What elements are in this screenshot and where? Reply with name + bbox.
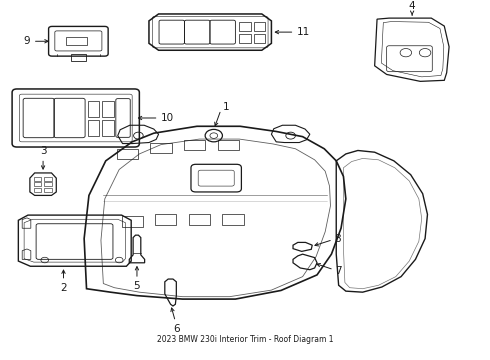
Text: 5: 5 — [134, 282, 140, 292]
Bar — [102, 120, 114, 136]
Bar — [189, 214, 210, 225]
Bar — [71, 54, 86, 61]
Bar — [34, 188, 41, 192]
Text: 2: 2 — [60, 283, 67, 293]
Text: 6: 6 — [173, 324, 180, 334]
Bar — [34, 182, 41, 186]
Text: 1: 1 — [222, 102, 229, 112]
Bar — [44, 177, 52, 181]
Text: 8: 8 — [334, 234, 341, 244]
Bar — [155, 214, 176, 225]
Bar — [88, 101, 99, 117]
Bar — [254, 22, 265, 31]
Bar — [122, 216, 143, 227]
Text: 3: 3 — [40, 147, 47, 156]
Bar — [102, 101, 114, 117]
Bar — [218, 140, 239, 150]
Text: 11: 11 — [296, 27, 310, 37]
Bar — [88, 120, 99, 136]
Bar — [34, 177, 41, 181]
Text: 2023 BMW 230i Interior Trim - Roof Diagram 1: 2023 BMW 230i Interior Trim - Roof Diagr… — [157, 335, 333, 344]
Text: 7: 7 — [335, 266, 342, 276]
Text: 9: 9 — [24, 36, 30, 46]
Bar — [44, 188, 52, 192]
Bar — [222, 214, 244, 225]
Text: 10: 10 — [161, 113, 174, 123]
Bar — [239, 22, 251, 31]
Bar — [184, 140, 205, 150]
Bar — [66, 37, 88, 45]
Bar — [117, 149, 138, 159]
Bar — [239, 34, 251, 42]
Bar — [254, 34, 265, 42]
Bar — [44, 182, 52, 186]
Bar — [150, 143, 172, 153]
Text: 4: 4 — [409, 1, 416, 11]
